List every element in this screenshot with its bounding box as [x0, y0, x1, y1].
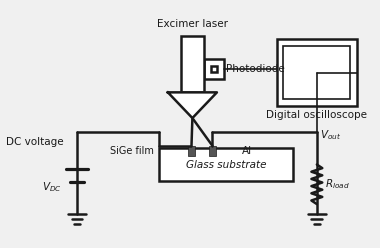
Bar	[180, 36, 204, 92]
Bar	[212, 66, 217, 72]
Polygon shape	[168, 92, 217, 118]
Bar	[277, 39, 357, 106]
Bar	[204, 59, 224, 79]
Text: Excimer laser: Excimer laser	[157, 19, 228, 29]
Bar	[159, 148, 293, 181]
Text: $R_{load}$: $R_{load}$	[325, 177, 350, 191]
Text: $V_{out}$: $V_{out}$	[320, 128, 342, 142]
Bar	[209, 146, 216, 156]
Text: Digital oscilloscope: Digital oscilloscope	[266, 110, 367, 120]
Text: Glass substrate: Glass substrate	[186, 159, 266, 170]
Text: Al: Al	[242, 146, 252, 156]
Text: Photodiode: Photodiode	[226, 64, 285, 74]
Text: $V_{DC}$: $V_{DC}$	[42, 180, 62, 194]
Text: SiGe film: SiGe film	[110, 146, 154, 156]
Bar	[188, 146, 195, 156]
Bar	[283, 46, 350, 99]
Text: DC voltage: DC voltage	[6, 137, 63, 147]
